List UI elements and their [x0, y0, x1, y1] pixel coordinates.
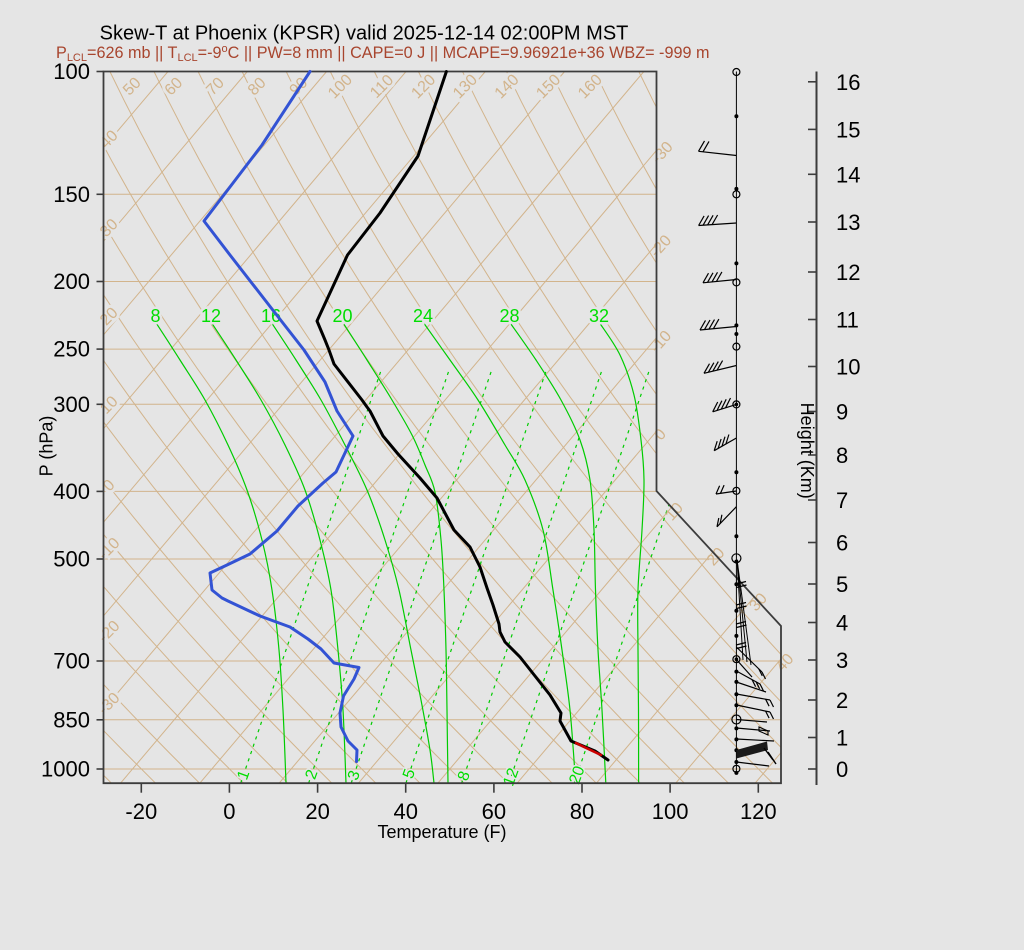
- svg-text:P (hPa): P (hPa): [37, 416, 57, 477]
- svg-text:0: 0: [223, 799, 235, 824]
- svg-text:Temperature (F): Temperature (F): [377, 822, 506, 842]
- svg-text:400: 400: [53, 479, 90, 504]
- svg-text:100: 100: [53, 59, 90, 84]
- svg-text:PLCL=626 mb || TLCL=-9oC || PW: PLCL=626 mb || TLCL=-9oC || PW=8 mm || C…: [56, 43, 709, 64]
- svg-text:150: 150: [53, 182, 90, 207]
- svg-text:2: 2: [836, 688, 848, 713]
- svg-text:Skew-T at Phoenix (KPSR) valid: Skew-T at Phoenix (KPSR) valid 2025-12-1…: [100, 22, 629, 44]
- svg-text:850: 850: [53, 707, 90, 732]
- svg-text:20: 20: [305, 799, 329, 824]
- svg-text:3: 3: [836, 648, 848, 673]
- svg-text:13: 13: [836, 210, 860, 235]
- svg-text:60: 60: [482, 799, 506, 824]
- svg-text:24: 24: [413, 306, 433, 326]
- svg-text:9: 9: [836, 400, 848, 425]
- svg-text:1: 1: [836, 726, 848, 751]
- svg-text:16: 16: [836, 70, 860, 95]
- svg-text:12: 12: [201, 306, 221, 326]
- svg-text:28: 28: [499, 306, 519, 326]
- svg-text:4: 4: [836, 611, 848, 636]
- svg-text:7: 7: [836, 488, 848, 513]
- svg-text:40: 40: [393, 799, 417, 824]
- svg-text:80: 80: [570, 799, 594, 824]
- svg-text:15: 15: [836, 117, 860, 142]
- svg-text:0: 0: [836, 757, 848, 782]
- svg-text:500: 500: [53, 547, 90, 572]
- svg-text:8: 8: [836, 443, 848, 468]
- svg-text:200: 200: [53, 269, 90, 294]
- svg-text:12: 12: [836, 260, 860, 285]
- svg-text:700: 700: [53, 649, 90, 674]
- svg-text:20: 20: [332, 306, 352, 326]
- svg-text:11: 11: [836, 308, 859, 333]
- svg-text:1000: 1000: [41, 757, 90, 782]
- svg-text:6: 6: [836, 531, 848, 556]
- svg-text:5: 5: [836, 572, 848, 597]
- svg-text:8: 8: [150, 306, 160, 326]
- svg-text:14: 14: [836, 162, 860, 187]
- svg-text:-20: -20: [125, 799, 157, 824]
- svg-text:120: 120: [740, 799, 777, 824]
- svg-text:100: 100: [652, 799, 689, 824]
- svg-text:250: 250: [53, 337, 90, 362]
- svg-text:300: 300: [53, 392, 90, 417]
- svg-text:32: 32: [589, 306, 609, 326]
- svg-text:Height (Km): Height (Km): [797, 403, 817, 499]
- svg-text:10: 10: [836, 355, 860, 380]
